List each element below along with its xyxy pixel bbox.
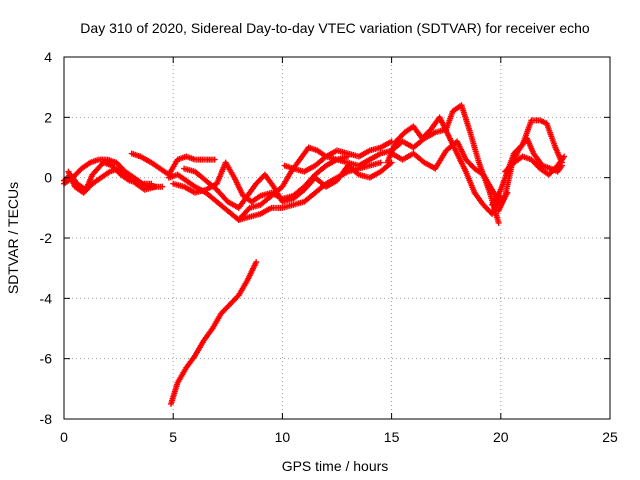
data-series-trace-16 (502, 153, 568, 178)
chart-title: Day 310 of 2020, Sidereal Day-to-day VTE… (80, 20, 590, 36)
data-series-trace-8 (235, 144, 373, 223)
data-point (148, 180, 155, 187)
data-series-trace-10 (168, 259, 260, 407)
x-tick-label: 25 (602, 429, 618, 445)
y-tick-label: -6 (40, 351, 53, 367)
y-tick-label: 0 (44, 170, 52, 186)
x-tick-label: 5 (169, 429, 177, 445)
y-tick-label: -2 (40, 230, 53, 246)
x-tick-label: 20 (493, 429, 509, 445)
y-tick-label: 4 (44, 49, 52, 65)
data-series-trace-11 (366, 102, 502, 226)
y-axis-label: SDTVAR / TECUs (5, 182, 21, 294)
x-tick-label: 0 (60, 429, 68, 445)
data-point (152, 183, 159, 190)
y-tick-label: -8 (40, 411, 53, 427)
data-point (377, 159, 384, 166)
data-series-trace-3 (65, 165, 159, 196)
y-tick-label: 2 (44, 109, 52, 125)
data-series-trace-4 (128, 150, 218, 178)
data-point (159, 183, 166, 190)
data-point (211, 156, 218, 163)
axes-ticks (63, 56, 611, 420)
tick-labels: 0 5 10 15 20 25 -8 -6 -4 -2 0 2 4 (40, 49, 618, 445)
x-axis-label: GPS time / hours (282, 458, 389, 474)
data-series-trace-9 (281, 138, 395, 175)
y-tick-label: -4 (40, 290, 53, 306)
x-tick-label: 10 (275, 429, 291, 445)
plot-points (61, 102, 568, 407)
x-tick-label: 15 (384, 429, 400, 445)
data-point (561, 153, 568, 160)
data-point (495, 219, 502, 226)
data-point (253, 259, 260, 266)
